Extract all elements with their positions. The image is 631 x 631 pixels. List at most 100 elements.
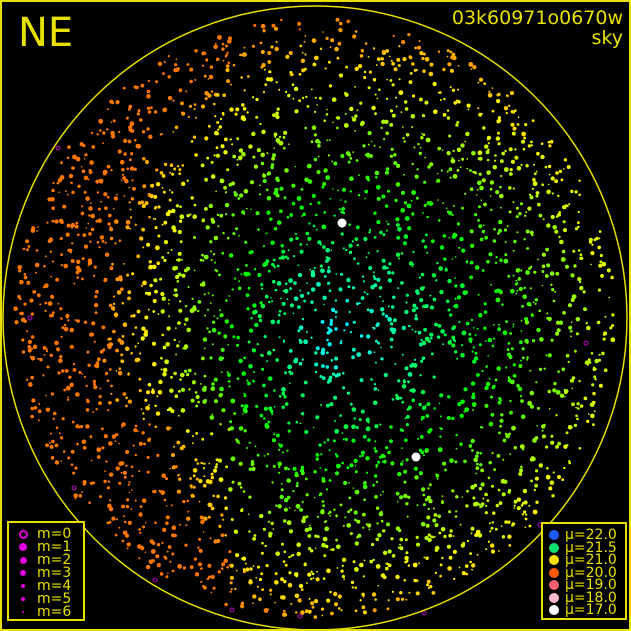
star (390, 59, 393, 63)
star (499, 418, 504, 423)
star (29, 355, 32, 359)
star (448, 555, 453, 560)
star (496, 454, 501, 458)
star (375, 480, 379, 484)
sky-legend-item: μ=20.0 (543, 566, 625, 580)
star (118, 239, 122, 242)
star (251, 131, 256, 137)
star (161, 296, 166, 301)
star (115, 398, 120, 402)
star (154, 226, 158, 230)
star (230, 398, 236, 404)
star (119, 277, 123, 282)
star (39, 358, 43, 362)
star (228, 563, 231, 567)
star (510, 289, 515, 294)
star (486, 135, 491, 140)
star (192, 381, 196, 385)
bright-star-outside (583, 340, 589, 346)
star (382, 459, 387, 464)
star (224, 151, 227, 154)
star (577, 278, 580, 281)
star (148, 260, 152, 264)
star (413, 68, 417, 72)
star (37, 419, 40, 422)
star (390, 537, 394, 541)
star (392, 318, 397, 323)
star (134, 499, 137, 502)
star (232, 63, 236, 67)
star (477, 293, 480, 296)
star (368, 231, 371, 234)
star (328, 449, 331, 452)
star (524, 317, 529, 322)
star (165, 477, 168, 481)
star (350, 580, 355, 585)
star (333, 365, 339, 370)
star (354, 489, 360, 495)
star (262, 383, 266, 388)
star (516, 166, 522, 171)
star (237, 481, 242, 486)
star (129, 208, 132, 211)
star (404, 560, 407, 564)
star (281, 301, 286, 306)
star (199, 515, 204, 520)
star (147, 382, 152, 387)
star (466, 158, 469, 160)
star (320, 243, 323, 246)
star (583, 396, 588, 401)
star (284, 497, 289, 503)
star (424, 100, 429, 105)
star (167, 55, 170, 58)
star (238, 148, 244, 153)
star (512, 187, 515, 190)
star (443, 534, 447, 539)
star (598, 263, 603, 268)
sky-legend-label: μ=17.0 (565, 602, 617, 618)
star (377, 533, 382, 538)
star (253, 268, 257, 271)
star (546, 189, 551, 195)
star (306, 291, 310, 295)
star (432, 297, 437, 302)
star (361, 454, 364, 457)
star (445, 207, 448, 209)
star (411, 398, 416, 403)
star (154, 218, 157, 220)
star (222, 93, 226, 97)
star (322, 504, 325, 508)
star (396, 223, 400, 227)
star (363, 75, 367, 80)
star (177, 321, 181, 325)
star (176, 489, 181, 494)
star (494, 527, 498, 531)
star (297, 305, 301, 309)
star (118, 442, 120, 445)
star (272, 113, 276, 117)
star (103, 192, 108, 197)
star (168, 303, 170, 305)
star (507, 376, 510, 379)
star (281, 387, 286, 392)
star (280, 18, 283, 22)
star (549, 271, 555, 276)
star (327, 266, 331, 269)
star (331, 241, 335, 245)
star (473, 170, 476, 174)
star (414, 174, 419, 179)
star (387, 549, 392, 554)
star (307, 572, 312, 577)
star (258, 193, 262, 196)
star (399, 495, 404, 500)
star (578, 179, 581, 182)
star (358, 455, 362, 458)
star (229, 324, 234, 329)
star (512, 323, 515, 326)
star (141, 431, 145, 435)
star (51, 260, 55, 263)
star (270, 297, 272, 299)
star (250, 317, 253, 320)
star (223, 558, 228, 563)
